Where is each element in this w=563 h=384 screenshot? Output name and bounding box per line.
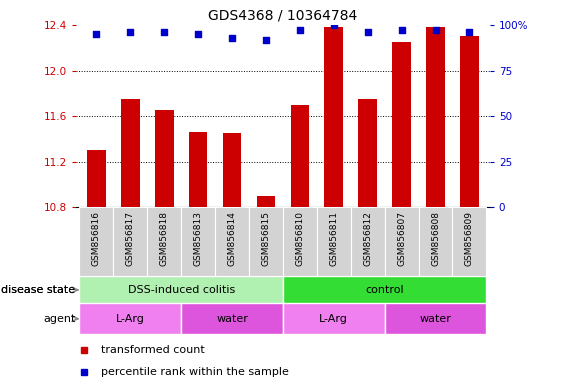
Bar: [453, 207, 486, 276]
Bar: [113, 207, 148, 276]
Bar: [392, 42, 411, 207]
Point: [397, 27, 406, 33]
Text: GSM856817: GSM856817: [126, 211, 135, 266]
Bar: [223, 133, 242, 207]
Bar: [283, 276, 486, 303]
Text: GSM856808: GSM856808: [431, 211, 440, 266]
Point: [296, 27, 305, 33]
Bar: [181, 303, 283, 334]
Text: GSM856807: GSM856807: [397, 211, 406, 266]
Point: [92, 31, 101, 37]
Text: L-Arg: L-Arg: [116, 314, 145, 324]
Bar: [257, 196, 275, 207]
Text: GSM856816: GSM856816: [92, 211, 101, 266]
Text: water: water: [419, 314, 452, 324]
Bar: [249, 207, 283, 276]
Text: L-Arg: L-Arg: [319, 314, 348, 324]
Point: [126, 29, 135, 35]
Point: [160, 29, 169, 35]
Point: [227, 35, 236, 41]
Point: [194, 31, 203, 37]
Point: [329, 22, 338, 28]
Text: GSM856813: GSM856813: [194, 211, 203, 266]
Bar: [79, 276, 283, 303]
Text: GSM856815: GSM856815: [261, 211, 270, 266]
Title: GDS4368 / 10364784: GDS4368 / 10364784: [208, 8, 358, 22]
Text: transformed count: transformed count: [101, 345, 204, 355]
Bar: [359, 99, 377, 207]
Bar: [460, 36, 479, 207]
Bar: [79, 303, 181, 334]
Text: GSM856809: GSM856809: [465, 211, 474, 266]
Bar: [385, 207, 418, 276]
Bar: [317, 207, 351, 276]
Text: water: water: [216, 314, 248, 324]
Point: [261, 36, 270, 43]
Text: percentile rank within the sample: percentile rank within the sample: [101, 367, 289, 377]
Bar: [189, 132, 207, 207]
Point: [465, 29, 474, 35]
Text: control: control: [365, 285, 404, 295]
Text: GSM856818: GSM856818: [160, 211, 169, 266]
Bar: [418, 207, 453, 276]
Bar: [291, 105, 309, 207]
Bar: [426, 27, 445, 207]
Bar: [283, 207, 317, 276]
Point: [363, 29, 372, 35]
Bar: [79, 207, 113, 276]
Point: [431, 27, 440, 33]
Bar: [148, 207, 181, 276]
Text: GSM856812: GSM856812: [363, 211, 372, 266]
Text: GSM856814: GSM856814: [227, 211, 236, 266]
Bar: [351, 207, 385, 276]
Bar: [181, 207, 215, 276]
Bar: [324, 27, 343, 207]
Bar: [87, 151, 106, 207]
Text: disease state: disease state: [1, 285, 75, 295]
Bar: [121, 99, 140, 207]
Text: disease state: disease state: [1, 285, 75, 295]
Bar: [155, 111, 173, 207]
Text: GSM856810: GSM856810: [296, 211, 305, 266]
Text: DSS-induced colitis: DSS-induced colitis: [128, 285, 235, 295]
Text: agent: agent: [43, 314, 75, 324]
Bar: [385, 303, 486, 334]
Bar: [215, 207, 249, 276]
Text: GSM856811: GSM856811: [329, 211, 338, 266]
Bar: [283, 303, 385, 334]
